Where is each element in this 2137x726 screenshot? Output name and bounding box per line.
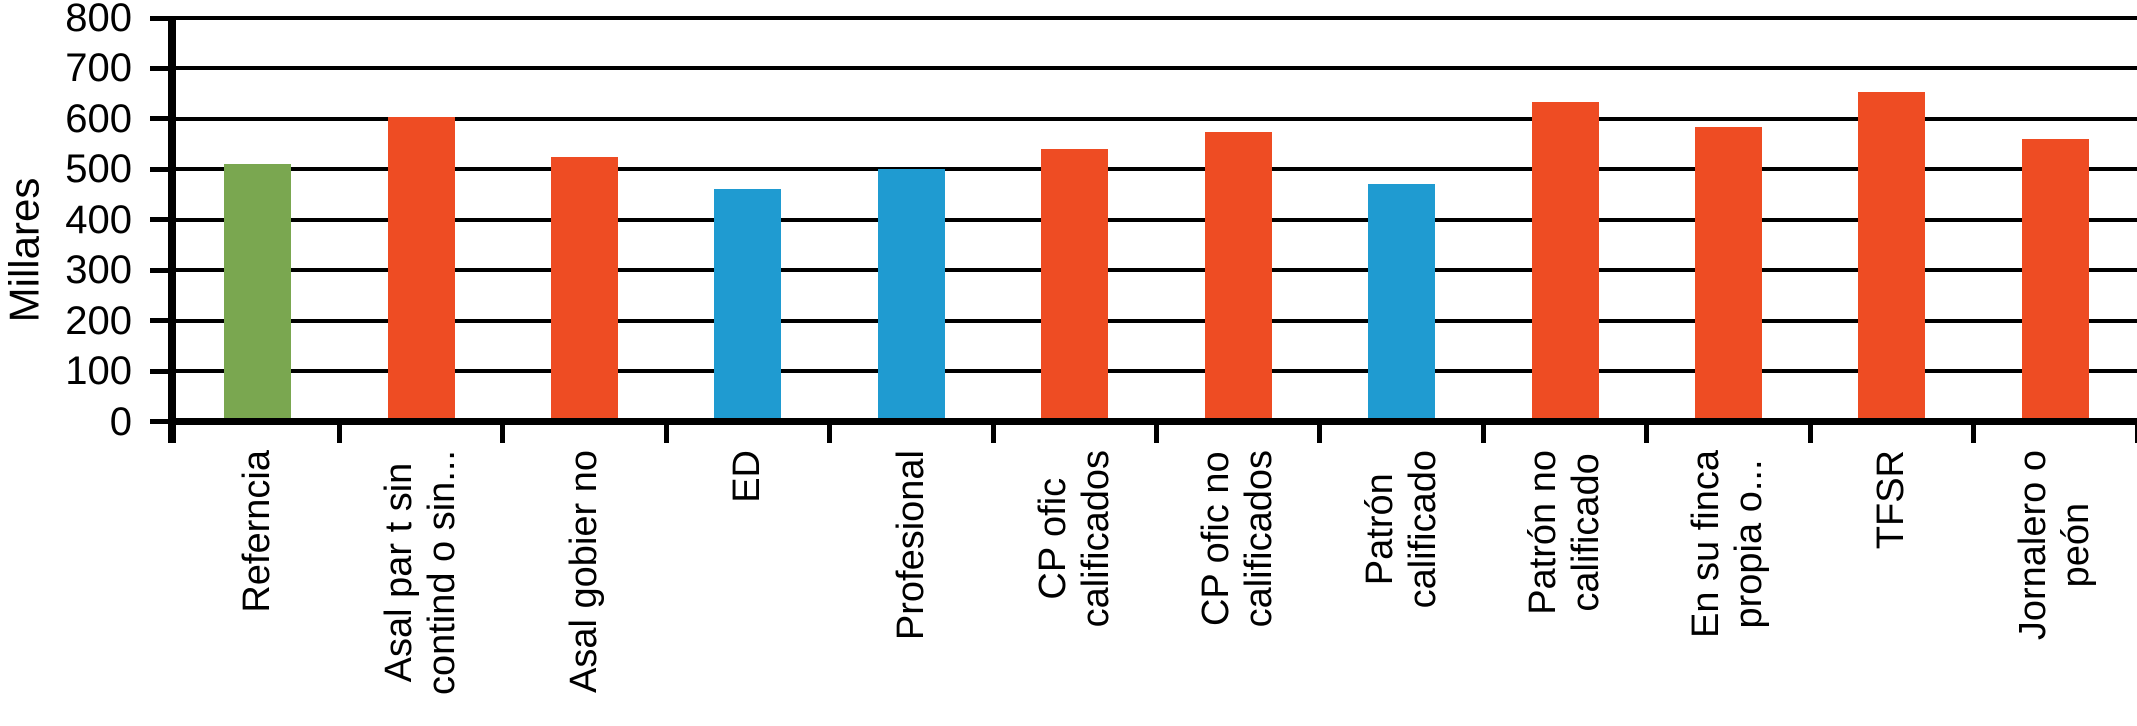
gridline [176, 318, 2137, 323]
y-tick-mark [150, 419, 173, 424]
bar-1 [224, 164, 292, 418]
bar-10 [1695, 126, 1762, 418]
x-tick-mark [500, 425, 506, 443]
y-tick-label: 800 [65, 0, 132, 40]
x-category-label: Profesional [830, 450, 993, 726]
x-category-label: Asal par t sin contind o sin... [339, 450, 502, 726]
x-category-label-text: CP ofic calificados [1031, 450, 1117, 628]
bar-3 [551, 156, 619, 418]
y-tick-mark [150, 166, 173, 172]
x-category-label: TFSR [1810, 450, 1973, 726]
x-category-label: CP ofic calificados [993, 450, 1156, 726]
x-tick-mark [1644, 425, 1650, 443]
gridline [176, 167, 2137, 172]
x-category-label-text: Profesional [889, 450, 932, 641]
y-tick-mark [150, 318, 173, 324]
x-tick-mark [336, 425, 342, 443]
x-category-label-text: CP ofic no calificados [1195, 450, 1281, 628]
bar-slot [1483, 20, 1646, 418]
y-tick-label: 100 [65, 349, 132, 394]
x-tick-mark [990, 425, 996, 443]
x-category-label-text: En su finca propia o... [1685, 450, 1771, 638]
x-category-label: ED [666, 450, 829, 726]
x-category-label: Patrón calificado [1320, 450, 1483, 726]
y-tick-mark [150, 116, 173, 122]
y-tick-label: 500 [65, 147, 132, 192]
bar-slot [830, 20, 993, 418]
y-axis-tick-extension [168, 425, 176, 443]
y-tick-mark [150, 65, 173, 71]
bar-11 [1858, 92, 1926, 418]
bar-9 [1531, 102, 1599, 418]
bar-5 [877, 169, 945, 418]
y-tick-mark [150, 368, 173, 374]
x-category-label: Patrón no calificado [1483, 450, 1646, 726]
bar-7 [1204, 131, 1272, 418]
x-category-label: En su finca propia o... [1647, 450, 1810, 726]
bar-8 [1368, 184, 1436, 418]
bar-slot [503, 20, 666, 418]
bar-12 [2021, 139, 2089, 418]
x-category-label: CP ofic no calificados [1157, 450, 1320, 726]
x-category-label: Asal gobier no [503, 450, 666, 726]
bar-6 [1041, 149, 1109, 418]
x-category-label-text: Jornalero o peón [2012, 450, 2098, 641]
bar-slot [993, 20, 1156, 418]
x-category-label-text: TFSR [1870, 450, 1913, 550]
y-tick-label: 300 [65, 248, 132, 293]
y-tick-label: 200 [65, 298, 132, 343]
gridlines-layer [176, 20, 2137, 418]
bar-4 [714, 189, 782, 418]
bar-slot [339, 20, 502, 418]
x-tick-mark [827, 425, 833, 443]
y-tick-label: 600 [65, 96, 132, 141]
x-tick-mark [1317, 425, 1323, 443]
bars-layer [176, 20, 2137, 418]
bar-slot [1974, 20, 2137, 418]
y-tick-mark [150, 217, 173, 223]
gridline [176, 268, 2137, 273]
x-tick-mark [1480, 425, 1486, 443]
x-tick-mark [2134, 425, 2137, 443]
bar-slot [1157, 20, 1320, 418]
x-category-label-text: Patrón calificado [1358, 450, 1444, 609]
bar-slot [176, 20, 339, 418]
y-tick-label: 0 [109, 399, 132, 444]
x-category-label: Referncia [176, 450, 339, 726]
x-category-label-text: Patrón no calificado [1522, 450, 1608, 615]
y-tick-mark [150, 267, 173, 273]
x-category-label: Jornalero o peón [1974, 450, 2137, 726]
x-category-label-text: Asal gobier no [563, 450, 606, 693]
bar-2 [387, 117, 455, 418]
gridline [176, 66, 2137, 71]
gridline [176, 217, 2137, 222]
gridline [176, 116, 2137, 121]
gridline [176, 369, 2137, 374]
bar-slot [666, 20, 829, 418]
x-tick-mark [1971, 425, 1977, 443]
bar-slot [1647, 20, 1810, 418]
y-tick-label: 400 [65, 197, 132, 242]
bar-slot [1810, 20, 1973, 418]
y-tick-mark [150, 15, 173, 21]
bar-slot [1320, 20, 1483, 418]
x-category-label-text: ED [726, 450, 769, 503]
x-tick-mark [1807, 425, 1813, 443]
x-tick-mark [663, 425, 669, 443]
x-tick-mark [1154, 425, 1159, 443]
y-tick-label: 700 [65, 46, 132, 91]
x-category-label-text: Referncia [236, 450, 279, 613]
plot-area [168, 16, 2137, 425]
x-category-label-text: Asal par t sin contind o sin... [378, 450, 464, 696]
